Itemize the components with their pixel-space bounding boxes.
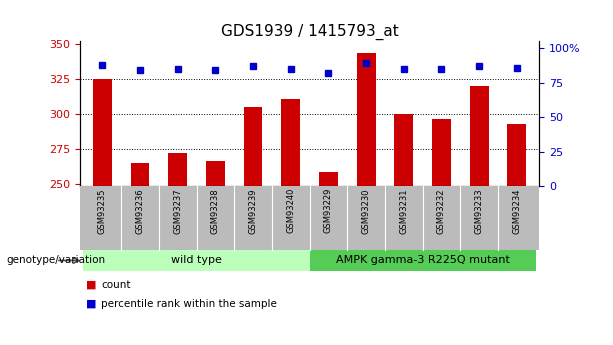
Text: GSM93236: GSM93236 — [135, 188, 145, 234]
Text: GSM93232: GSM93232 — [437, 188, 446, 234]
Bar — [508, 124, 526, 186]
Bar — [281, 99, 300, 186]
Text: GSM93239: GSM93239 — [248, 188, 257, 234]
Bar — [394, 114, 413, 186]
Bar — [319, 172, 338, 186]
Text: ■: ■ — [86, 299, 96, 308]
Bar — [243, 107, 262, 186]
Text: GSM93235: GSM93235 — [98, 188, 107, 234]
Bar — [206, 161, 225, 186]
Bar — [470, 86, 489, 186]
Text: GSM93234: GSM93234 — [512, 188, 521, 234]
Text: genotype/variation: genotype/variation — [6, 256, 105, 265]
Text: count: count — [101, 280, 131, 289]
Text: GSM93229: GSM93229 — [324, 188, 333, 234]
Bar — [432, 119, 451, 186]
Bar — [131, 162, 150, 186]
Text: AMPK gamma-3 R225Q mutant: AMPK gamma-3 R225Q mutant — [336, 256, 509, 265]
Text: GSM93231: GSM93231 — [399, 188, 408, 234]
Text: GSM93238: GSM93238 — [211, 188, 220, 234]
Text: percentile rank within the sample: percentile rank within the sample — [101, 299, 277, 308]
Text: ■: ■ — [86, 280, 96, 289]
Bar — [93, 79, 112, 186]
Text: GSM93230: GSM93230 — [362, 188, 371, 234]
Bar — [357, 52, 376, 186]
Text: GSM93237: GSM93237 — [173, 188, 182, 234]
Title: GDS1939 / 1415793_at: GDS1939 / 1415793_at — [221, 24, 398, 40]
Text: GSM93240: GSM93240 — [286, 188, 295, 234]
Text: wild type: wild type — [171, 256, 222, 265]
Bar — [168, 153, 187, 186]
Text: GSM93233: GSM93233 — [474, 188, 484, 234]
